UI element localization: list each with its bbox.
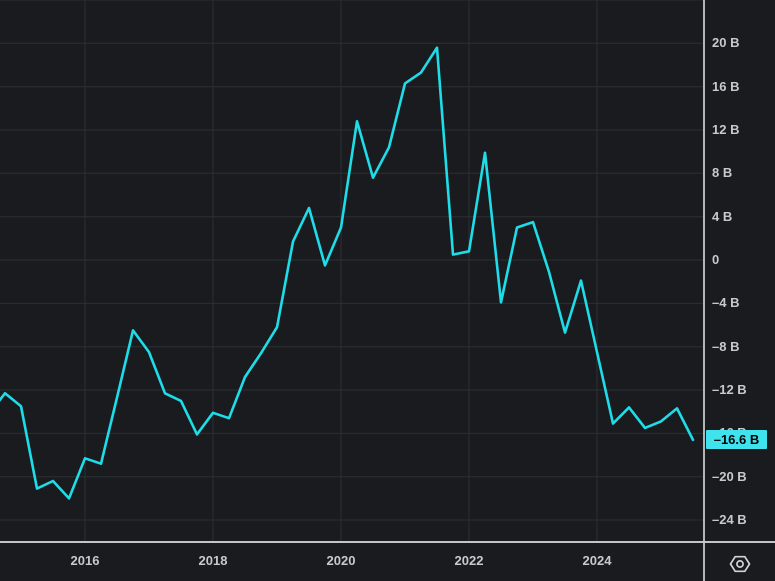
y-axis-tick-label: 12 B bbox=[712, 122, 740, 137]
y-axis-tick-label: 8 B bbox=[712, 165, 733, 181]
y-axis-tick-label: 4 B bbox=[712, 208, 733, 224]
line-chart-canvas bbox=[0, 0, 705, 543]
x-axis-line bbox=[0, 541, 775, 543]
y-axis-tick-label: 16 B bbox=[712, 78, 740, 94]
x-axis-tick-label: 2024 bbox=[582, 553, 612, 568]
y-axis-tick-label: 0 bbox=[712, 252, 720, 267]
x-axis-tick-label: 2022 bbox=[454, 553, 484, 568]
x-axis-tick-label: 2016 bbox=[70, 553, 100, 568]
price-line bbox=[0, 46, 695, 500]
y-axis-tick-label: –12 B bbox=[712, 382, 747, 397]
price-chart-plot-area[interactable] bbox=[0, 0, 705, 543]
gridlines bbox=[0, 0, 705, 543]
y-axis-line bbox=[703, 0, 705, 581]
chart-settings-button[interactable] bbox=[725, 551, 755, 577]
y-axis-tick-label: –4 B bbox=[712, 295, 740, 311]
y-axis-tick-label: –20 B bbox=[712, 468, 747, 484]
x-axis-tick-label: 2020 bbox=[326, 553, 356, 568]
y-axis-tick-label: 20 B bbox=[712, 35, 740, 51]
settings-hex-nut-icon bbox=[729, 555, 751, 573]
x-axis-tick-label: 2018 bbox=[198, 553, 228, 568]
y-axis-tick-label: –8 B bbox=[712, 338, 740, 354]
last-value-badge: –16.6 B bbox=[706, 430, 767, 450]
y-axis-tick-label: –24 B bbox=[712, 512, 747, 527]
